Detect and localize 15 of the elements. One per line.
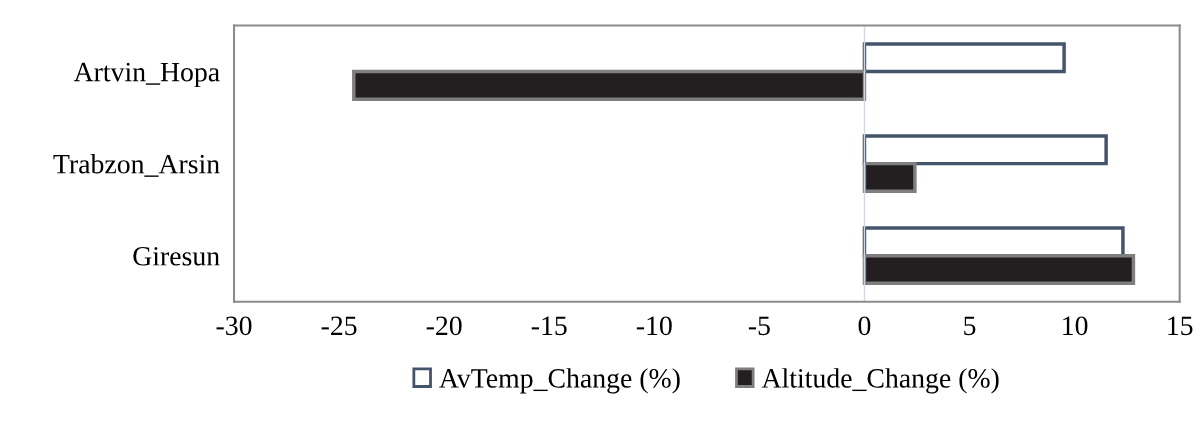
x-tick-label: -30 [216, 316, 252, 336]
x-tick-label: -20 [426, 316, 462, 336]
x-tick-label: 5 [964, 316, 976, 336]
x-tick-label: 10 [1063, 316, 1088, 336]
y-tick-label: Artvin_Hopa [73, 62, 220, 88]
x-tick-label: 15 [1168, 316, 1193, 336]
x-tick-label: -15 [531, 316, 567, 336]
x-tick-label: -5 [748, 316, 770, 336]
y-tick-label: Trabzon_Arsin [53, 153, 220, 177]
y-tick-label: Giresun [133, 246, 220, 266]
x-tick-label: 0 [858, 316, 871, 336]
legend-label: Altitude_Change (%) [761, 368, 999, 394]
x-tick-label: -10 [636, 316, 672, 336]
x-tick-label: -25 [321, 316, 357, 336]
legend-label: AvTemp_Change (%) [439, 368, 680, 394]
